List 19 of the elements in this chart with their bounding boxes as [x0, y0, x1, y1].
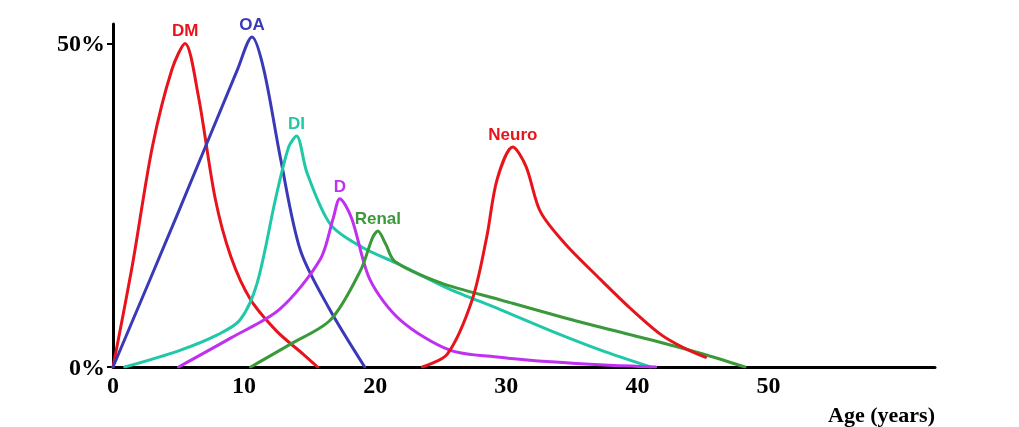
line-series	[111, 41, 320, 369]
x-tick-label: 0	[107, 372, 119, 398]
x-axis-title: Age (years)	[828, 401, 935, 427]
x-tick-label: 10	[232, 372, 257, 398]
y-tick-label: 50%	[57, 30, 105, 57]
series-label: DI	[288, 113, 306, 133]
x-tick-label: 40	[625, 372, 650, 398]
line-series	[177, 197, 658, 369]
series-label: Renal	[354, 209, 401, 229]
x-tick-label: 30	[494, 372, 519, 398]
series-label: Neuro	[488, 124, 538, 144]
line-series	[249, 229, 747, 369]
series-label: DM	[171, 21, 199, 41]
y-tick-label: 0%	[69, 354, 105, 380]
x-tick-label: 20	[363, 372, 388, 398]
series-label: D	[333, 176, 346, 196]
line-series	[420, 145, 708, 369]
series-label: OA	[239, 14, 265, 34]
x-tick-label: 50	[756, 372, 781, 398]
